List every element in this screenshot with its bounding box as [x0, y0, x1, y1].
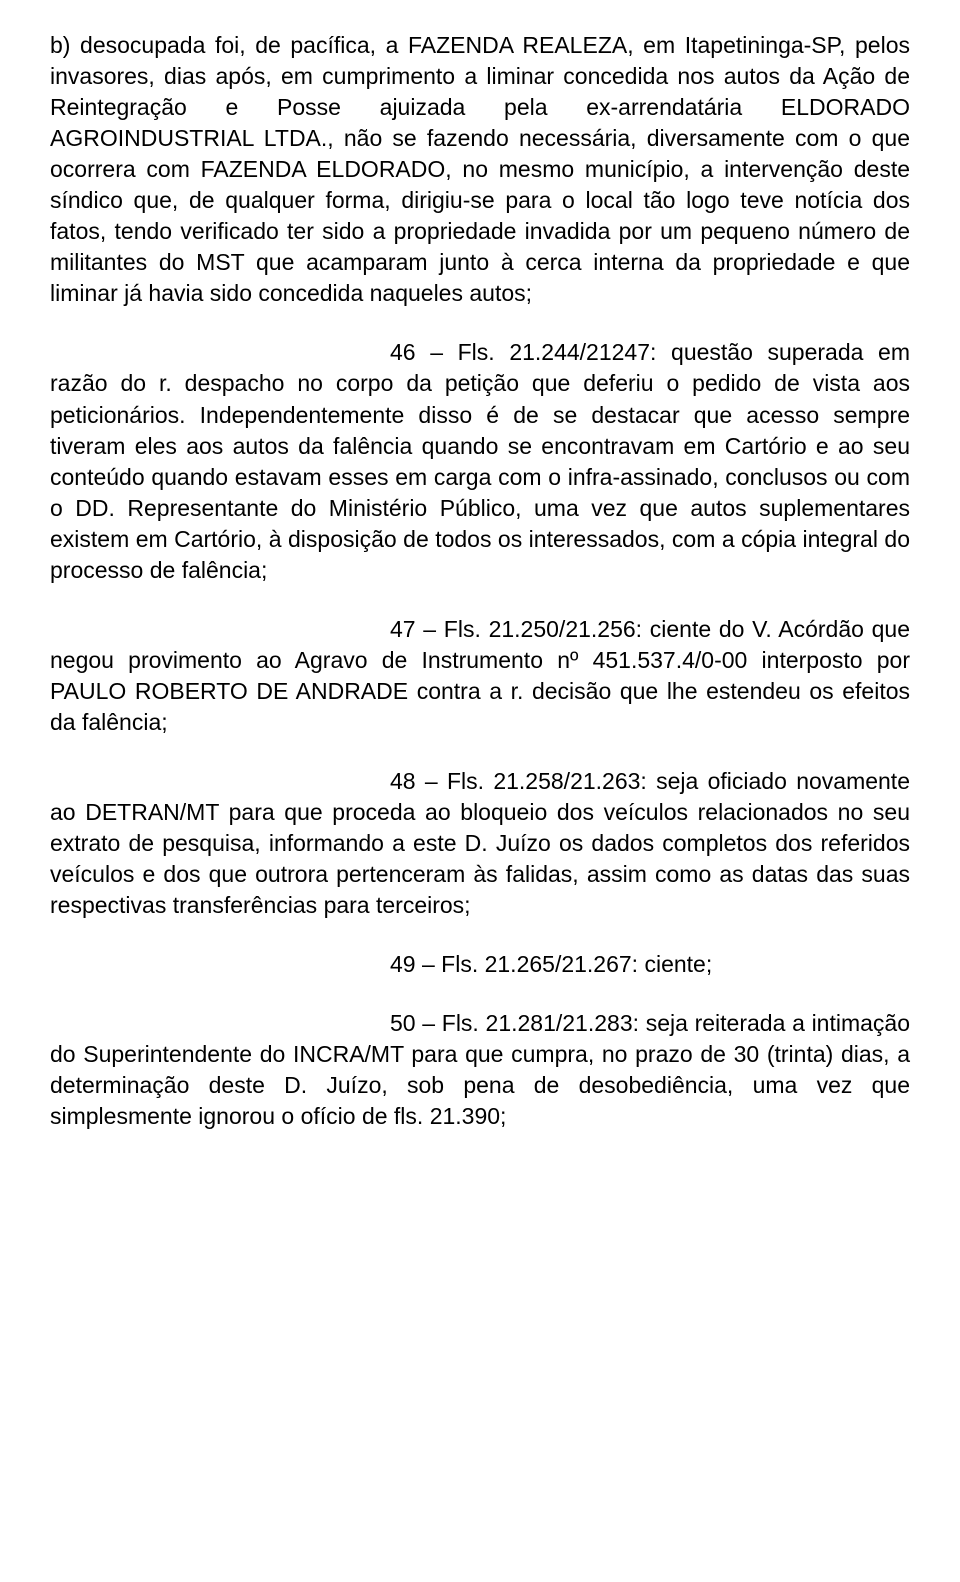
paragraph-49-text: 49 – Fls. 21.265/21.267: ciente;: [390, 951, 712, 977]
paragraph-48: 48 – Fls. 21.258/21.263: seja oficiado n…: [50, 766, 910, 921]
paragraph-48-text: 48 – Fls. 21.258/21.263: seja oficiado n…: [50, 768, 910, 918]
paragraph-46: 46 – Fls. 21.244/21247: questão superada…: [50, 337, 910, 585]
paragraph-b: b) desocupada foi, de pacífica, a FAZEND…: [50, 30, 910, 309]
paragraph-47: 47 – Fls. 21.250/21.256: ciente do V. Ac…: [50, 614, 910, 738]
paragraph-50-text: 50 – Fls. 21.281/21.283: seja reiterada …: [50, 1010, 910, 1129]
paragraph-50: 50 – Fls. 21.281/21.283: seja reiterada …: [50, 1008, 910, 1132]
paragraph-46-text: 46 – Fls. 21.244/21247: questão superada…: [50, 339, 910, 582]
paragraph-47-text: 47 – Fls. 21.250/21.256: ciente do V. Ac…: [50, 616, 910, 735]
paragraph-49: 49 – Fls. 21.265/21.267: ciente;: [50, 949, 910, 980]
